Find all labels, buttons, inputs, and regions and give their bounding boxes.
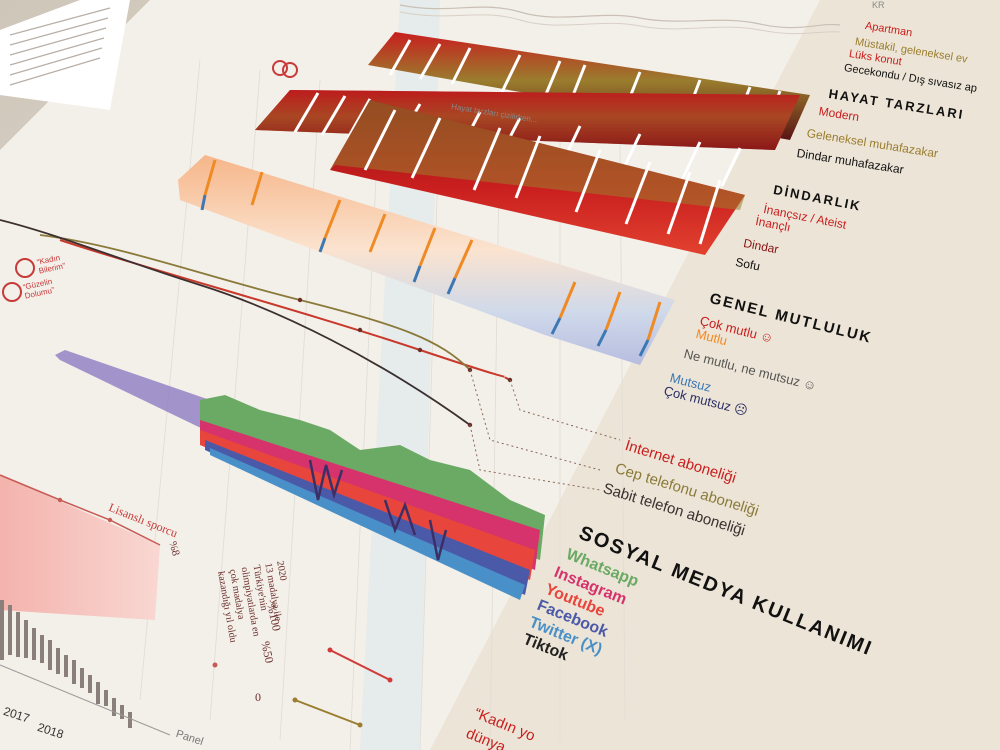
kr-text: KR — [872, 0, 885, 10]
happiness-band — [178, 155, 675, 365]
badge-kadin — [15, 258, 35, 278]
text-card — [0, 0, 130, 110]
social-twitter — [210, 448, 525, 600]
badge-guzelin — [2, 282, 22, 302]
olympics-note: 2020 13 madalya ile Türkiye'nin olimpiya… — [215, 560, 289, 644]
mobile-line — [39, 234, 471, 371]
sport-area — [0, 475, 160, 620]
bar-strip — [0, 600, 132, 728]
social-purple-lead — [55, 350, 210, 430]
landline-line — [0, 219, 471, 426]
poster-right-margin — [430, 0, 1000, 750]
pct-zero-label: 0 — [255, 690, 261, 704]
